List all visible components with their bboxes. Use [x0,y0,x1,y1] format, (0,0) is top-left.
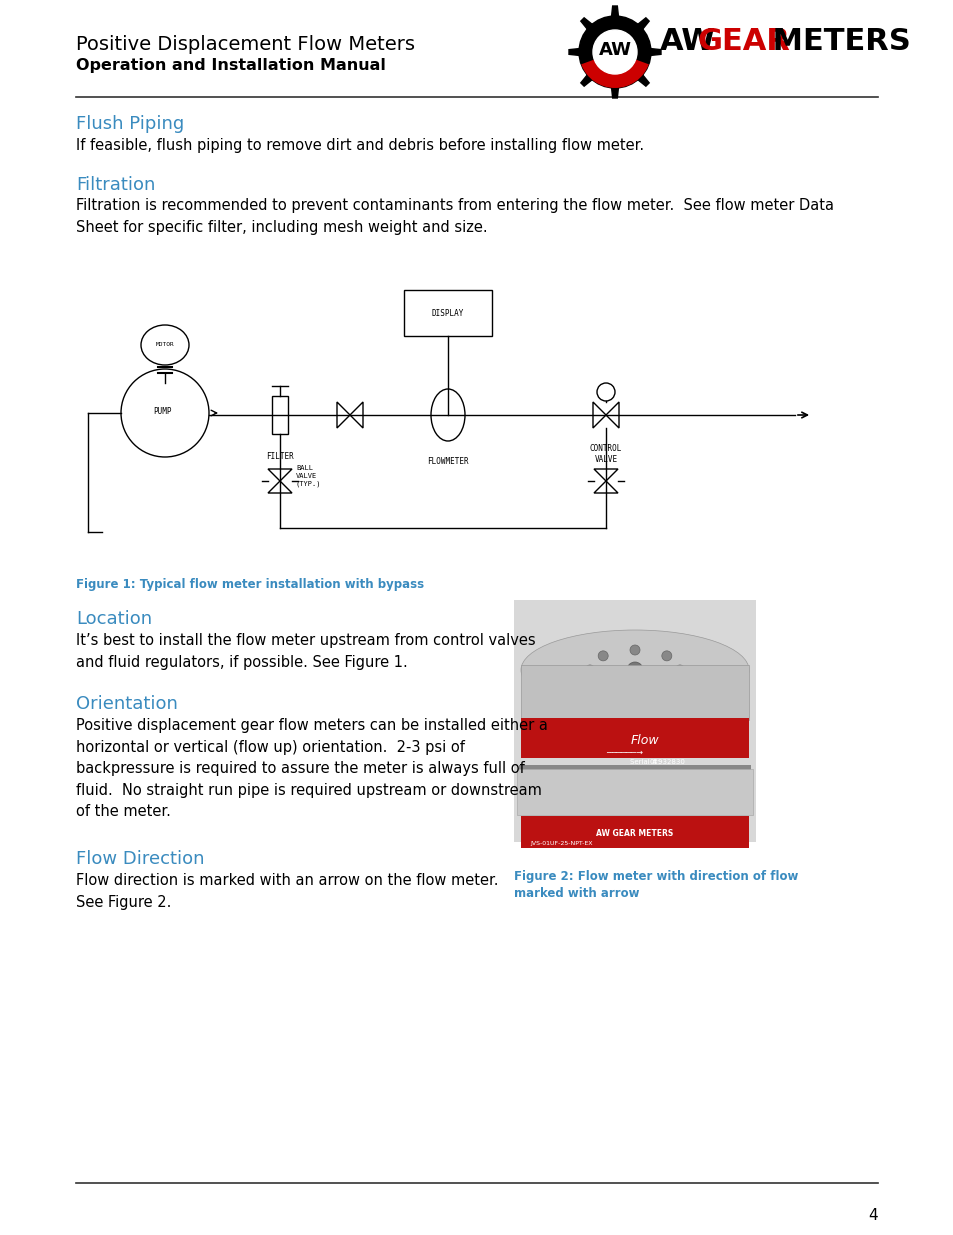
Text: Location: Location [76,610,152,629]
Text: PUMP: PUMP [153,408,172,416]
Circle shape [661,651,671,661]
Text: MOTOR: MOTOR [155,342,174,347]
Polygon shape [649,48,660,56]
Bar [520,718,748,758]
Text: BALL
VALVE
(TYP.): BALL VALVE (TYP.) [295,466,321,487]
Polygon shape [580,74,592,86]
Text: DISPLAY: DISPLAY [432,309,464,317]
Text: METERS: METERS [761,27,910,56]
Bar [514,600,755,842]
Bar [272,396,288,433]
Text: Orientation: Orientation [76,695,177,713]
Circle shape [598,679,608,689]
Circle shape [626,662,642,678]
Circle shape [629,685,639,695]
Text: Figure 2: Flow meter with direction of flow
marked with arrow: Figure 2: Flow meter with direction of f… [514,869,798,900]
Polygon shape [611,86,618,98]
Text: 4: 4 [867,1208,877,1223]
Text: Positive displacement gear flow meters can be installed either a
horizontal or v: Positive displacement gear flow meters c… [76,718,547,819]
Text: Filtration is recommended to prevent contaminants from entering the flow meter. : Filtration is recommended to prevent con… [76,198,833,235]
Circle shape [578,16,650,88]
Text: Positive Displacement Flow Meters: Positive Displacement Flow Meters [76,35,415,54]
Text: AW: AW [659,27,715,56]
Circle shape [584,664,595,676]
Text: Flow: Flow [630,734,659,746]
Text: If feasible, flush piping to remove dirt and debris before installing flow meter: If feasible, flush piping to remove dirt… [76,138,643,153]
Text: AW GEAR METERS: AW GEAR METERS [596,829,673,837]
Bar [520,816,748,848]
Text: 01932830: 01932830 [649,760,685,764]
Bar [520,664,748,720]
Bar [403,290,492,336]
Bar [518,764,750,772]
Text: CONTROL
VALVE: CONTROL VALVE [589,445,621,464]
Text: JVS-01UF-25-NPT-EX: JVS-01UF-25-NPT-EX [530,841,592,846]
Text: AW: AW [598,41,631,59]
Text: Filtration: Filtration [76,177,155,194]
Polygon shape [611,6,618,17]
Text: Flow direction is marked with an arrow on the flow meter.
See Figure 2.: Flow direction is marked with an arrow o… [76,873,498,910]
Polygon shape [637,74,648,86]
Text: Serial #:: Serial #: [629,760,659,764]
Bar [517,769,752,815]
Text: It’s best to install the flow meter upstream from control valves
and fluid regul: It’s best to install the flow meter upst… [76,634,535,669]
Text: Flow Direction: Flow Direction [76,850,204,868]
Polygon shape [568,48,579,56]
Circle shape [675,664,684,676]
Ellipse shape [520,630,748,710]
Text: Flush Piping: Flush Piping [76,115,184,133]
Text: Operation and Installation Manual: Operation and Installation Manual [76,58,385,73]
Text: FLOWMETER: FLOWMETER [427,457,468,466]
Circle shape [593,30,637,74]
Text: Figure 1: Typical flow meter installation with bypass: Figure 1: Typical flow meter installatio… [76,578,424,592]
Circle shape [661,679,671,689]
Text: FILTER: FILTER [266,452,294,461]
Polygon shape [637,17,648,30]
Polygon shape [580,17,592,30]
Text: ──────→: ──────→ [606,747,643,757]
Text: GEAR: GEAR [698,27,790,56]
Circle shape [629,645,639,655]
Circle shape [598,651,608,661]
Wedge shape [580,52,648,88]
